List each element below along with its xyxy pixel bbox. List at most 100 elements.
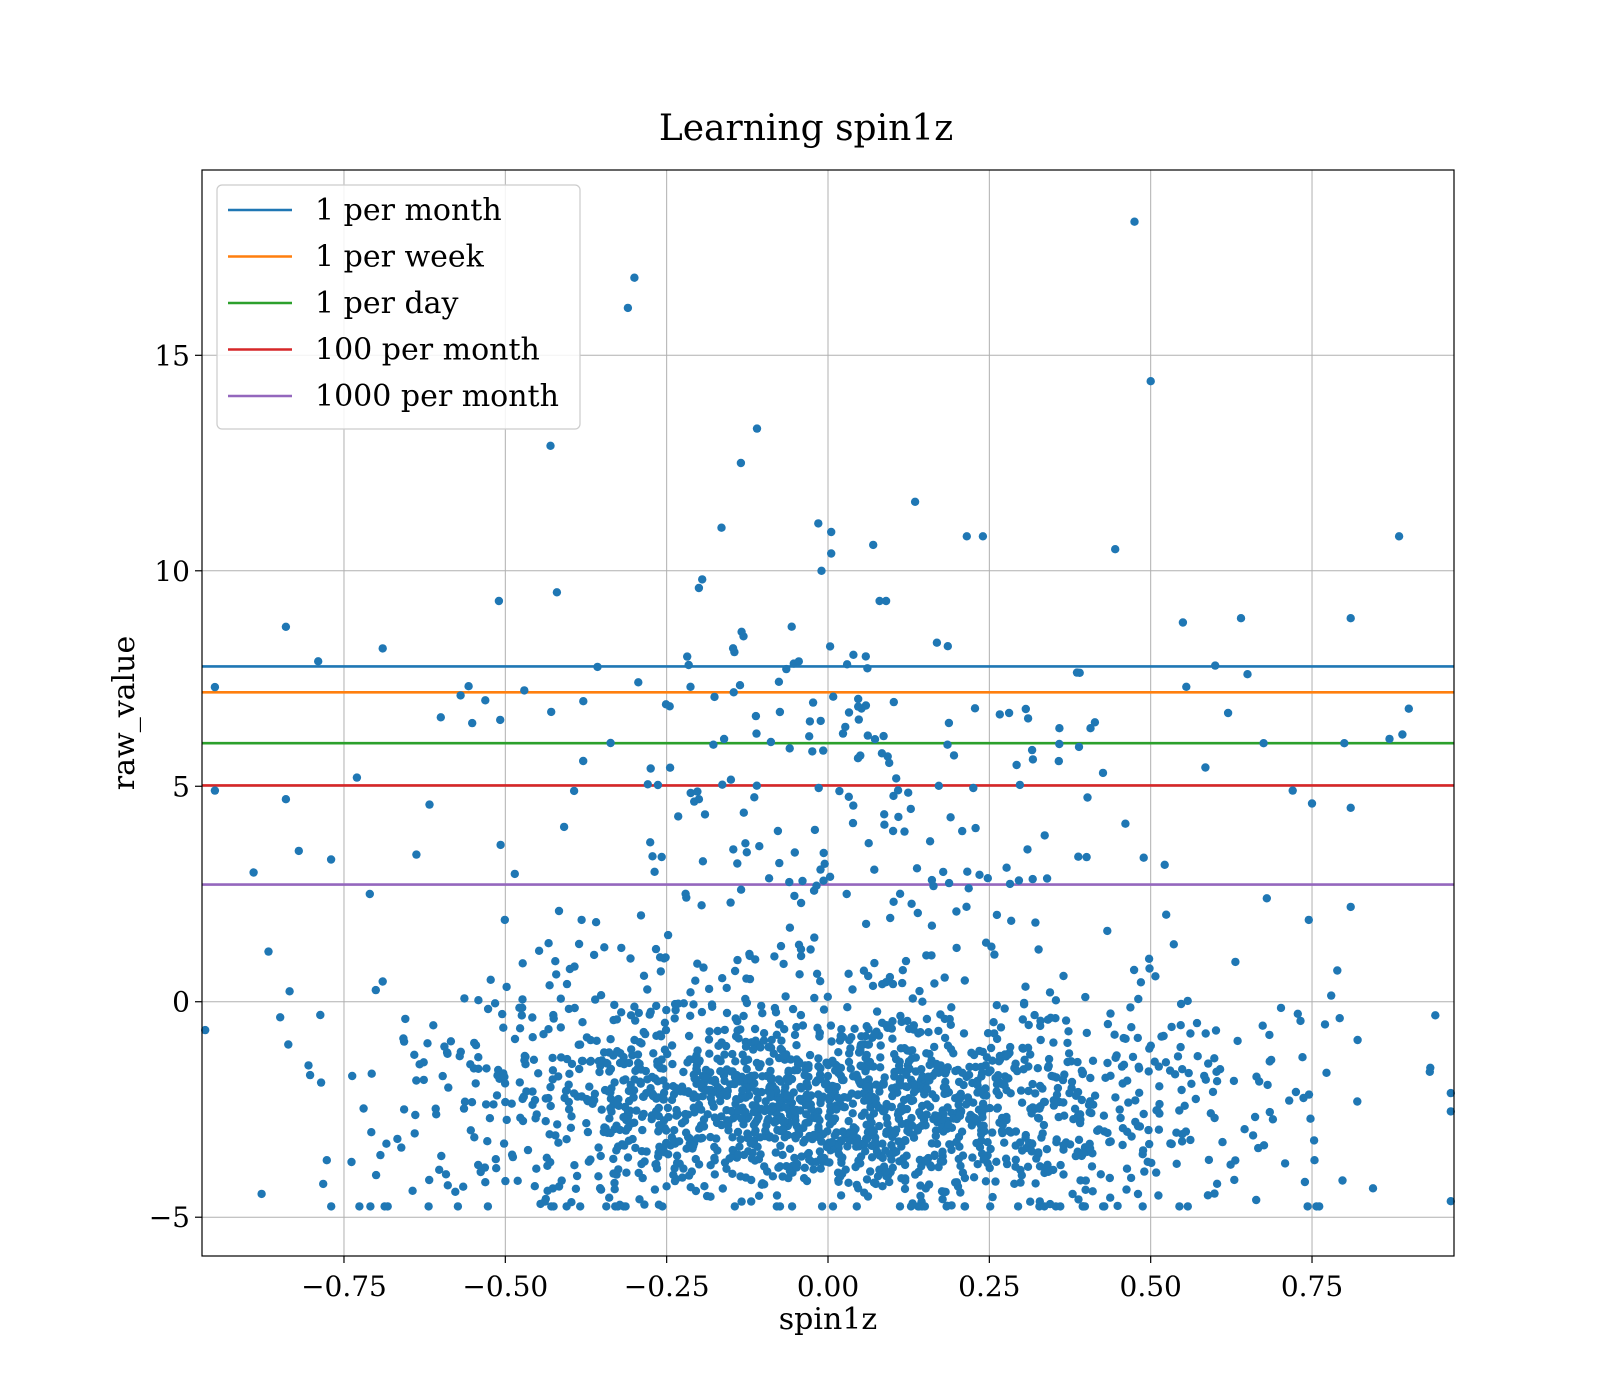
scatter-point [1103, 926, 1112, 936]
x-axis-ticks: −0.75 −0.50 −0.25 0.00 0.25 0.50 0.75 [301, 1256, 1343, 1303]
legend-label: 1000 per month [315, 379, 559, 414]
scatter-point [868, 981, 878, 991]
scatter-point [866, 1167, 875, 1176]
scatter-point [899, 1095, 909, 1105]
scatter-point [603, 1059, 612, 1068]
scatter-point [1175, 1106, 1184, 1115]
scatter-point [816, 977, 825, 986]
scatter-point [739, 808, 748, 817]
scatter-point [1121, 819, 1130, 828]
scatter-point [397, 1143, 406, 1152]
scatter-point [1192, 1018, 1202, 1028]
scatter-point [751, 955, 760, 964]
scatter-point [765, 1057, 774, 1066]
scatter-point [481, 1100, 491, 1109]
scatter-point [983, 874, 992, 883]
scatter-point [1187, 1079, 1196, 1089]
scatter-point [930, 1151, 939, 1161]
scatter-point [1138, 1202, 1147, 1211]
scatter-point [1175, 1202, 1184, 1211]
scatter-point [459, 1182, 468, 1191]
scatter-point [815, 1147, 825, 1156]
scatter-point [726, 775, 736, 784]
scatter-point [1015, 780, 1025, 790]
scatter-point [210, 682, 220, 692]
scatter-point [796, 1106, 805, 1115]
scatter-point [1035, 1162, 1045, 1171]
scatter-point [819, 876, 828, 885]
scatter-point [879, 1080, 888, 1089]
scatter-point [1028, 755, 1038, 764]
scatter-point [752, 1058, 762, 1068]
scatter-point [818, 1092, 828, 1101]
scatter-point [411, 1110, 420, 1120]
scatter-point [805, 1155, 814, 1164]
scatter-point [410, 1129, 419, 1138]
scatter-point [787, 1202, 797, 1211]
scatter-point [645, 1010, 654, 1019]
scatter-point [530, 1182, 539, 1191]
scatter-point [750, 793, 759, 802]
scatter-point [1186, 1029, 1195, 1038]
scatter-point [1201, 1029, 1210, 1038]
scatter-point [878, 1153, 887, 1163]
scatter-point [795, 970, 804, 979]
scatter-point [1144, 1067, 1153, 1076]
scatter-point [638, 1173, 647, 1183]
scatter-point [1335, 1014, 1344, 1023]
scatter-point [518, 959, 527, 968]
scatter-point [1300, 1177, 1310, 1187]
scatter-point [900, 827, 909, 836]
scatter-point [1010, 1179, 1019, 1189]
scatter-point [689, 1000, 698, 1009]
scatter-point [1081, 992, 1090, 1002]
scatter-point [569, 786, 579, 796]
scatter-point [839, 1102, 848, 1112]
scatter-point [861, 1053, 870, 1063]
scatter-point [817, 566, 826, 575]
scatter-point [659, 954, 669, 963]
scatter-point [876, 1041, 885, 1050]
scatter-point [1133, 1189, 1143, 1199]
scatter-point [765, 1132, 775, 1141]
scatter-point [412, 1076, 421, 1085]
scatter-point [1254, 1143, 1263, 1153]
scatter-point [613, 1047, 622, 1056]
scatter-point [699, 1122, 709, 1131]
scatter-point [958, 1068, 967, 1078]
scatter-point [1000, 1004, 1009, 1013]
scatter-point [1252, 1195, 1261, 1205]
scatter-point [654, 1127, 663, 1136]
scatter-point [1200, 1071, 1209, 1081]
scatter-point [872, 1147, 882, 1156]
scatter-point [792, 1041, 801, 1050]
scatter-point [740, 1057, 749, 1066]
scatter-point [982, 1091, 991, 1100]
scatter-point [491, 1155, 500, 1164]
scatter-point [1059, 971, 1068, 981]
scatter-point [518, 1094, 527, 1104]
scatter-point [794, 1129, 804, 1139]
scatter-point [1177, 1085, 1186, 1095]
scatter-point [973, 1081, 982, 1090]
scatter-point [662, 1138, 671, 1148]
y-axis-ticks: −5 0 5 10 15 [149, 339, 202, 1234]
scatter-point [862, 1021, 871, 1031]
scatter-point [756, 1043, 765, 1052]
scatter-point [492, 1091, 502, 1100]
scatter-point [1265, 1057, 1274, 1066]
scatter-point [945, 1140, 954, 1149]
scatter-point [556, 994, 565, 1003]
scatter-point [662, 1182, 671, 1191]
scatter-point [745, 974, 755, 984]
scatter-point [642, 1089, 651, 1098]
scatter-point [1098, 1202, 1108, 1211]
scatter-point [944, 718, 954, 728]
scatter-point [410, 1050, 419, 1060]
scatter-point [875, 1121, 884, 1131]
scatter-point [594, 1057, 603, 1066]
scatter-point [895, 1202, 905, 1211]
legend-label: 100 per month [315, 333, 540, 368]
scatter-point [784, 1077, 793, 1086]
scatter-point [441, 1170, 451, 1179]
